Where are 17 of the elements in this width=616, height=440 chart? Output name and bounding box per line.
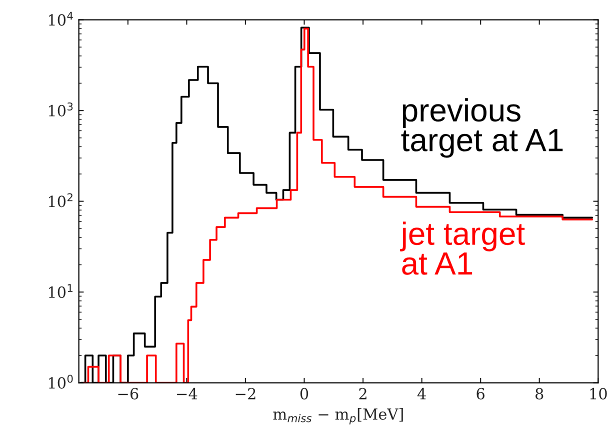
x-tick-label: −6	[118, 388, 138, 400]
series-label: jet target at A1	[400, 222, 525, 275]
x-tick-label: −4	[177, 388, 198, 400]
x-tick-label: 0	[300, 388, 308, 400]
x-tick-label: 10	[590, 388, 607, 400]
x-tick-label: 6	[476, 388, 484, 400]
y-tick-label: 10$^{2}$	[48, 193, 72, 208]
y-tick-label: 10$^{3}$	[48, 102, 73, 116]
x-tick-label: −2	[236, 388, 256, 400]
x-tick-label: 2	[359, 388, 366, 400]
y-tick-label: 10$^{1}$	[48, 284, 72, 298]
y-tick-label: 10$^{0}$	[48, 374, 73, 389]
y-tick-label: 10$^{4}$	[48, 12, 73, 26]
series-label: previous target at A1	[401, 98, 563, 158]
x-tick-label: 8	[536, 388, 544, 400]
x-axis-title: m$_{miss}$ − m$_{p}$[MeV]	[273, 408, 403, 424]
x-tick-label: 4	[417, 388, 426, 400]
